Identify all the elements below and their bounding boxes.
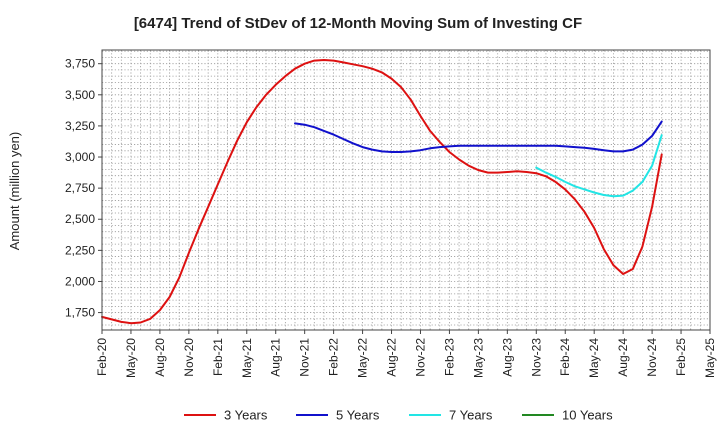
y-tick-labels: 1,750 2,000 2,250 2,500 2,750 3,000 3,250 3,500… [65, 57, 102, 320]
legend: 3 Years 5 Years 7 Years 10 Years [184, 408, 613, 423]
chart-title: [6474] Trend of StDev of 12-Month Moving… [134, 15, 582, 32]
legend-label: 7 Years [449, 408, 493, 423]
x-tick-label: Nov-23 [529, 338, 543, 377]
y-tick-label: 3,000 [65, 150, 95, 164]
x-tick-label: May-25 [703, 338, 717, 378]
series-layer [101, 59, 663, 325]
series-line-2 [294, 120, 663, 153]
y-tick-label: 3,500 [65, 88, 95, 102]
y-tick-label: 2,500 [65, 212, 95, 226]
x-tick-label: Feb-21 [211, 338, 225, 376]
x-tick-label: Nov-20 [182, 338, 196, 377]
x-tick-label: May-20 [124, 338, 138, 378]
x-tick-label: Feb-25 [674, 338, 688, 376]
x-tick-label: Nov-24 [645, 338, 659, 377]
x-tick-label: Aug-23 [500, 338, 514, 377]
x-tick-label: Aug-20 [153, 338, 167, 377]
y-tick-label: 2,750 [65, 181, 95, 195]
legend-label: 10 Years [562, 408, 613, 423]
x-tick-label: Feb-22 [327, 338, 341, 376]
x-tick-label: Aug-24 [616, 338, 630, 377]
series-line-1 [101, 59, 663, 325]
legend-label: 5 Years [336, 408, 380, 423]
x-tick-label: May-22 [356, 338, 370, 378]
x-tick-label: Nov-22 [413, 338, 427, 377]
series-line-3 [535, 134, 663, 198]
y-tick-label: 2,000 [65, 274, 95, 288]
y-tick-label: 3,250 [65, 119, 95, 133]
legend-label: 3 Years [224, 408, 268, 423]
y-tick-label: 2,250 [65, 243, 95, 257]
x-tick-label: Aug-21 [269, 338, 283, 377]
x-tick-label: Feb-23 [442, 338, 456, 376]
y-axis-label: Amount (million yen) [7, 132, 22, 251]
x-tick-label: May-21 [240, 338, 254, 378]
x-tick-label: May-24 [587, 338, 601, 378]
x-tick-labels: Feb-20 May-20 Aug-20 Nov-20 Feb-21 May-21 Aug-… [95, 330, 717, 378]
y-tick-label: 3,750 [65, 57, 95, 71]
x-tick-label: Nov-21 [298, 338, 312, 377]
y-tick-label: 1,750 [65, 306, 95, 320]
plot-frame [101, 49, 711, 331]
x-tick-label: Feb-20 [95, 338, 109, 376]
x-tick-label: Feb-24 [558, 338, 572, 376]
x-tick-label: May-23 [471, 338, 485, 378]
x-tick-label: Aug-22 [385, 338, 399, 377]
grid-layer [102, 50, 710, 330]
